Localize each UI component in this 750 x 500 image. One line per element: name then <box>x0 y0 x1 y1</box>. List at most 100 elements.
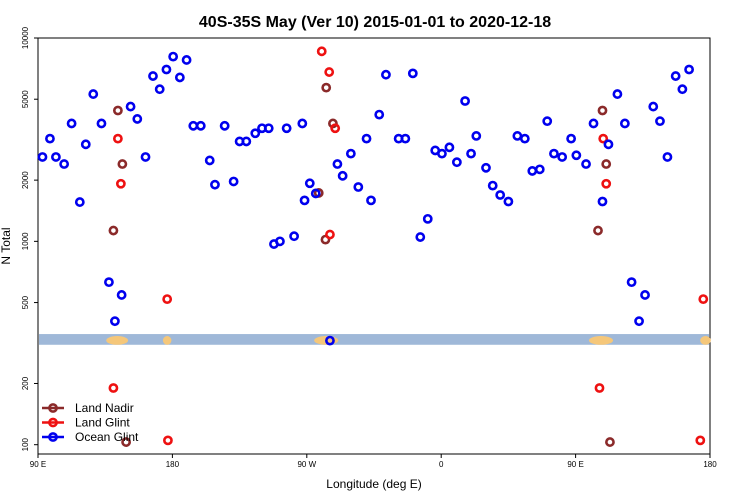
data-point <box>51 152 61 162</box>
data-point <box>80 139 91 150</box>
axes: 90 E 180 90 W 0 90 E 180 100 200 500 1000 2000 5000… <box>21 26 717 469</box>
data-point <box>321 82 332 93</box>
data-point <box>250 128 261 139</box>
x-tick-label: 0 <box>439 460 444 469</box>
legend-marker <box>48 432 58 442</box>
data-point <box>366 195 376 206</box>
data-point <box>407 68 418 79</box>
data-point <box>74 197 85 207</box>
data-point <box>297 118 308 129</box>
data-point <box>324 67 335 77</box>
data-point <box>88 89 99 99</box>
series-land-nadir <box>108 82 615 447</box>
data-point <box>162 294 173 304</box>
legend-label: Land Glint <box>75 416 130 430</box>
data-point <box>66 118 77 129</box>
series-land-glint <box>108 46 709 446</box>
data-point <box>612 89 623 99</box>
data-point <box>154 84 165 95</box>
series-ocean-glint <box>37 51 694 346</box>
data-point <box>148 71 158 81</box>
data-point <box>670 71 681 81</box>
data-point <box>241 136 252 147</box>
ocean-band <box>39 334 709 345</box>
data-point <box>527 166 538 176</box>
data-point <box>161 64 172 75</box>
data-point <box>96 118 107 129</box>
data-point <box>466 148 476 159</box>
data-point <box>495 190 506 200</box>
data-point <box>116 290 127 300</box>
data-point <box>332 159 343 169</box>
data-point <box>110 316 120 327</box>
land-patch <box>162 336 172 345</box>
y-axis-title: N Total <box>0 227 13 264</box>
data-point <box>549 148 559 159</box>
plot-frame <box>37 37 711 455</box>
y-tick-label: 200 <box>21 376 30 390</box>
data-point <box>310 188 321 199</box>
data-point <box>219 120 230 131</box>
data-point <box>304 178 315 189</box>
data-point <box>594 383 605 393</box>
legend-label: Ocean Glint <box>75 430 139 444</box>
data-point <box>337 170 348 181</box>
data-point <box>140 152 151 162</box>
data-point <box>400 133 411 144</box>
data-point <box>640 290 650 300</box>
annotation-band <box>39 334 711 345</box>
y-tick-label: 10000 <box>21 26 30 49</box>
legend-marker <box>48 417 58 428</box>
data-point <box>444 142 455 153</box>
data-point <box>299 195 310 206</box>
data-point <box>655 116 665 127</box>
land-patch <box>106 336 129 345</box>
data-point <box>345 148 356 159</box>
data-point <box>460 96 470 106</box>
y-tick-label: 2000 <box>21 171 30 189</box>
data-point <box>330 123 341 134</box>
data-point <box>281 123 292 134</box>
y-tick-label: 5000 <box>21 90 30 108</box>
land-patch <box>700 336 711 345</box>
legend-label: Land Nadir <box>75 401 134 415</box>
data-point <box>59 159 70 169</box>
data-point <box>481 162 491 173</box>
data-point <box>163 435 173 446</box>
x-tick-label: 90 E <box>30 460 46 469</box>
data-point <box>316 46 327 57</box>
data-point <box>471 131 482 141</box>
data-point <box>174 72 185 83</box>
data-point <box>648 101 659 112</box>
data-point <box>228 176 239 187</box>
x-tick-label: 180 <box>166 460 180 469</box>
x-axis-title: Longitude (deg E) <box>326 477 421 491</box>
data-point <box>571 150 582 161</box>
land-patch <box>588 336 614 345</box>
data-point <box>210 179 220 190</box>
data-point <box>112 133 123 144</box>
data-point <box>487 180 498 191</box>
y-tick-label: 100 <box>21 437 30 451</box>
data-point <box>597 105 608 116</box>
data-point <box>695 435 706 446</box>
data-point <box>557 152 568 162</box>
data-point <box>598 133 609 144</box>
data-point <box>108 383 119 393</box>
data-point <box>662 152 673 162</box>
data-point <box>626 277 637 288</box>
data-point <box>115 178 126 189</box>
x-tick-label: 90 E <box>567 460 583 469</box>
data-point <box>117 159 128 169</box>
data-point <box>263 123 274 134</box>
data-points <box>37 46 709 447</box>
data-point <box>353 182 364 192</box>
data-point <box>204 155 215 166</box>
data-point <box>542 116 553 127</box>
data-point <box>188 120 199 131</box>
data-point <box>104 277 114 288</box>
data-point <box>37 152 48 162</box>
data-point <box>634 316 644 327</box>
